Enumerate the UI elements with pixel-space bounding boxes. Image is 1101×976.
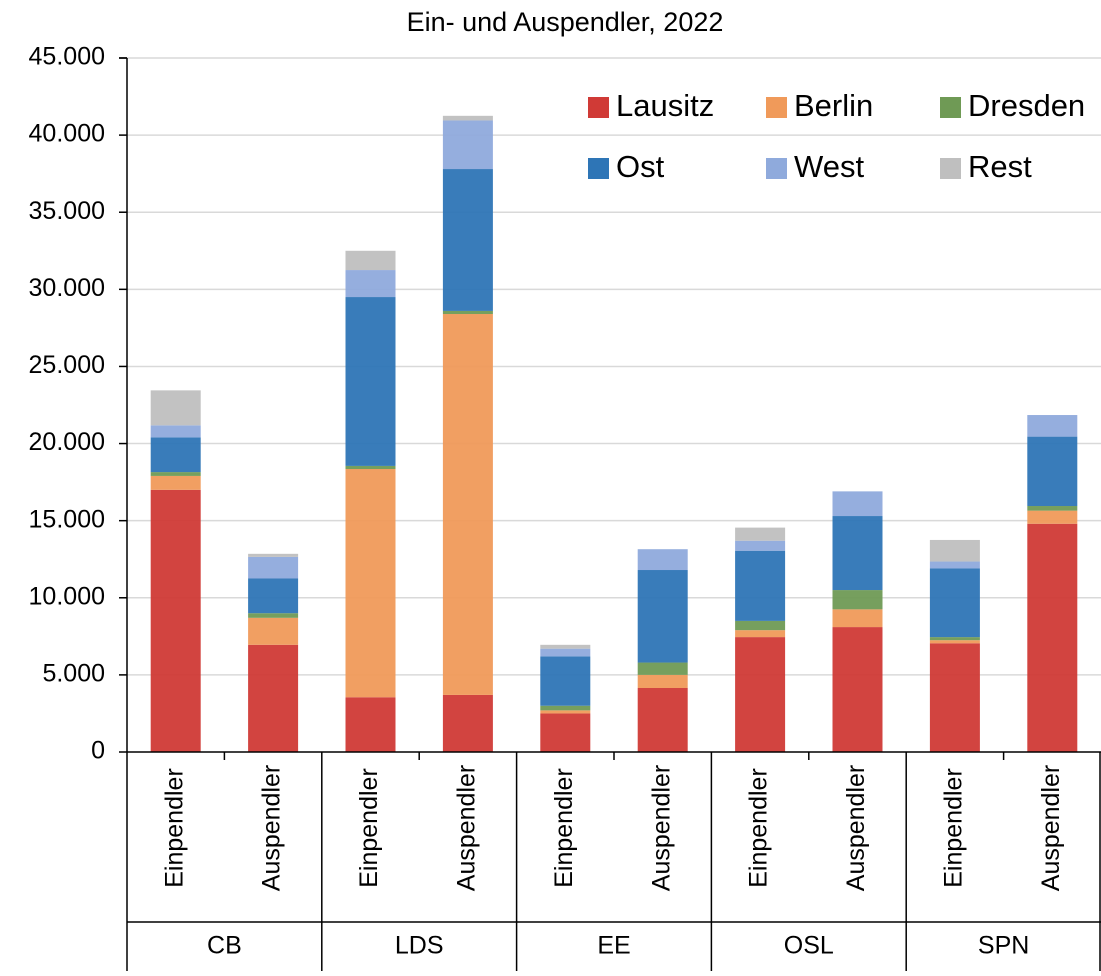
group-label: OSL (784, 932, 834, 960)
bar-segment (735, 550, 786, 621)
bar-segment (150, 437, 201, 473)
x-tick-label: Auspendler (453, 765, 481, 891)
chart-title: Ein- und Auspendler, 2022 (407, 7, 724, 37)
legend-swatch (940, 97, 961, 118)
bar-segment (150, 475, 201, 490)
legend-swatch (588, 158, 609, 179)
bar-segment (637, 687, 688, 752)
bar-segment (442, 694, 493, 752)
legend-label: Dresden (968, 88, 1085, 123)
y-tick-label: 45.000 (29, 43, 105, 71)
bar-segment (345, 465, 396, 470)
x-tick-label: Einpendler (550, 768, 578, 888)
bar-segment (1027, 436, 1078, 507)
y-tick-label: 30.000 (29, 274, 105, 302)
y-tick-label: 0 (91, 737, 105, 765)
legend-label: Rest (968, 149, 1032, 184)
bar-segment (345, 250, 396, 271)
y-tick-label: 25.000 (29, 351, 105, 379)
group-label: EE (597, 932, 630, 960)
bar-segment (442, 314, 493, 695)
bar-segment (637, 674, 688, 688)
group-label: LDS (395, 932, 444, 960)
x-tick-label: Auspendler (842, 765, 870, 891)
bar-segment (929, 640, 980, 644)
y-tick-label: 10.000 (29, 582, 105, 610)
bar-segment (248, 644, 299, 752)
y-tick-label: 5.000 (42, 659, 105, 687)
bar-segment (345, 697, 396, 752)
bar-segment (929, 637, 980, 641)
group-label: CB (207, 932, 242, 960)
bar-segment (735, 527, 786, 541)
legend-swatch (766, 158, 787, 179)
bar-segment (735, 630, 786, 638)
bar-segment (248, 617, 299, 645)
bar-segment (637, 549, 688, 571)
bar-segment (248, 556, 299, 579)
bar-segment (540, 705, 591, 711)
y-tick-label: 40.000 (29, 120, 105, 148)
bar-segment (248, 613, 299, 618)
bar-segment (442, 310, 493, 315)
bar-segment (1027, 510, 1078, 524)
bar-segment (442, 169, 493, 311)
bar-segment (637, 662, 688, 675)
bar-segment (735, 637, 786, 752)
bar-segment (150, 472, 201, 476)
x-tick-label: Auspendler (647, 765, 675, 891)
x-tick-label: Auspendler (1037, 765, 1065, 891)
bar-segment (637, 570, 688, 663)
legend-label: West (794, 149, 864, 184)
legend-label: Ost (616, 149, 665, 184)
legend-label: Lausitz (616, 88, 714, 123)
x-tick-label: Auspendler (258, 765, 286, 891)
x-tick-label: Einpendler (940, 768, 968, 888)
bar-segment (735, 620, 786, 631)
legend-swatch (588, 97, 609, 118)
bar-segment (150, 425, 201, 438)
bar-segment (1027, 506, 1078, 511)
y-tick-label: 35.000 (29, 197, 105, 225)
bar-segment (345, 469, 396, 698)
bar-segment (929, 643, 980, 752)
legend-label: Berlin (794, 88, 873, 123)
bar-segment (832, 491, 883, 517)
bar-segment (345, 270, 396, 298)
x-tick-label: Einpendler (355, 768, 383, 888)
x-tick-label: Einpendler (160, 768, 188, 888)
bar-segment (929, 568, 980, 638)
bar-segment (832, 609, 883, 628)
bar-segment (832, 516, 883, 591)
bar-segment (832, 627, 883, 752)
bar-segment (150, 390, 201, 426)
legend-swatch (940, 158, 961, 179)
bar-segment (735, 540, 786, 551)
bar-segment (1027, 415, 1078, 437)
bar-segment (442, 115, 493, 121)
group-label: SPN (978, 932, 1029, 960)
bar-segment (929, 561, 980, 569)
bar-segment (345, 297, 396, 466)
bar-segment (832, 590, 883, 610)
bar-segment (150, 489, 201, 752)
bar-segment (540, 656, 591, 706)
legend-swatch (766, 97, 787, 118)
bar-segment (540, 713, 591, 752)
y-tick-label: 15.000 (29, 505, 105, 533)
bar-segment (248, 553, 299, 557)
bar-segment (442, 120, 493, 170)
bar-segment (248, 578, 299, 614)
bar-segment (540, 648, 591, 657)
bar-segment (929, 539, 980, 562)
bar-segment (540, 644, 591, 649)
x-tick-label: Einpendler (745, 768, 773, 888)
bar-segment (1027, 523, 1078, 752)
bar-segment (540, 710, 591, 714)
y-tick-label: 20.000 (29, 428, 105, 456)
